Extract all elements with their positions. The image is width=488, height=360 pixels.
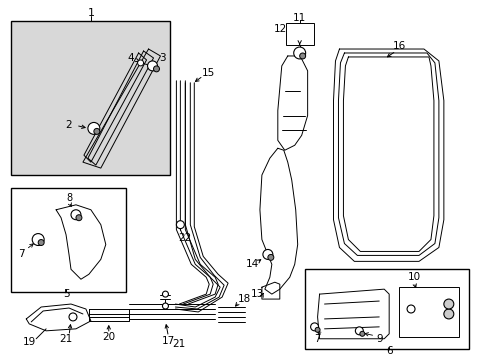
Text: 6: 6 bbox=[385, 346, 392, 356]
Circle shape bbox=[88, 122, 100, 134]
Text: 12: 12 bbox=[274, 24, 287, 34]
Circle shape bbox=[137, 60, 143, 66]
Text: 22: 22 bbox=[178, 233, 192, 243]
Text: 5: 5 bbox=[62, 289, 69, 299]
Circle shape bbox=[76, 215, 82, 221]
Circle shape bbox=[176, 221, 184, 229]
Text: 16: 16 bbox=[392, 41, 405, 51]
Text: 4: 4 bbox=[127, 53, 134, 63]
Text: 18: 18 bbox=[237, 294, 250, 304]
Text: 2: 2 bbox=[65, 121, 72, 130]
Text: 7: 7 bbox=[314, 334, 320, 344]
Circle shape bbox=[443, 309, 453, 319]
Bar bbox=[398, 287, 458, 337]
Circle shape bbox=[359, 331, 364, 336]
Circle shape bbox=[32, 234, 44, 246]
Circle shape bbox=[355, 327, 363, 335]
Bar bbox=[11, 188, 125, 292]
Text: 17: 17 bbox=[162, 336, 175, 346]
Text: 21: 21 bbox=[59, 334, 73, 344]
Bar bbox=[11, 21, 170, 175]
Text: 10: 10 bbox=[407, 272, 420, 282]
Circle shape bbox=[267, 255, 273, 260]
Circle shape bbox=[153, 66, 159, 72]
Circle shape bbox=[69, 313, 77, 321]
Circle shape bbox=[293, 47, 305, 59]
Text: 11: 11 bbox=[292, 13, 305, 23]
Text: 13: 13 bbox=[251, 289, 264, 299]
Text: 20: 20 bbox=[102, 332, 115, 342]
Bar bbox=[304, 269, 468, 349]
Circle shape bbox=[94, 129, 100, 134]
Text: 3: 3 bbox=[159, 53, 165, 63]
Circle shape bbox=[299, 53, 305, 59]
Circle shape bbox=[162, 303, 168, 309]
Text: 8: 8 bbox=[66, 193, 72, 203]
Text: 21: 21 bbox=[171, 339, 184, 349]
Circle shape bbox=[147, 61, 157, 71]
Text: 14: 14 bbox=[245, 259, 258, 269]
Circle shape bbox=[406, 305, 414, 313]
Text: 15: 15 bbox=[201, 68, 214, 78]
Circle shape bbox=[310, 323, 318, 331]
Circle shape bbox=[71, 210, 81, 220]
Bar bbox=[285, 23, 313, 45]
Circle shape bbox=[443, 299, 453, 309]
Text: 7: 7 bbox=[18, 249, 24, 260]
Circle shape bbox=[38, 239, 44, 246]
Text: 9: 9 bbox=[375, 334, 382, 344]
Circle shape bbox=[314, 327, 320, 332]
Circle shape bbox=[263, 249, 272, 260]
Circle shape bbox=[162, 291, 168, 297]
Text: 1: 1 bbox=[87, 8, 94, 18]
Text: 19: 19 bbox=[22, 337, 36, 347]
